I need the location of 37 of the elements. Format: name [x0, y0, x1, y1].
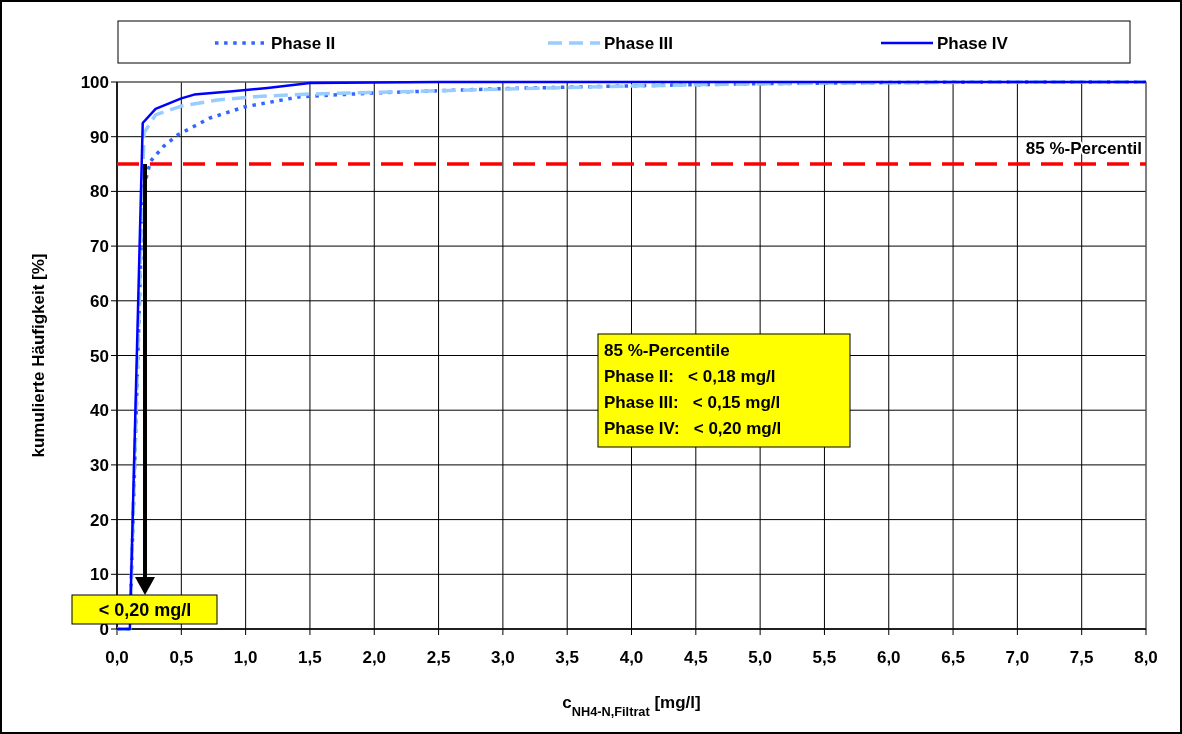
x-tick-label: 7,5 — [1069, 648, 1094, 667]
x-tick-label: 4,0 — [619, 648, 644, 667]
legend-label: Phase IV — [937, 34, 1009, 53]
x-tick-label: 1,5 — [298, 648, 322, 667]
y-tick-label: 80 — [90, 182, 109, 202]
y-tick-label: 90 — [90, 127, 109, 147]
annotation: Phase II: < 0,18 mg/l — [604, 367, 776, 386]
annotation: Phase IV: < 0,20 mg/l — [604, 419, 782, 438]
y-tick-label: 50 — [90, 346, 109, 366]
y-tick-label: 100 — [80, 73, 109, 92]
y-axis-title: kumulierte Häufigkeit [%] — [29, 253, 48, 458]
x-tick-label: 5,0 — [748, 648, 772, 667]
x-tick-label: 5,5 — [812, 648, 837, 667]
x-tick-label: 4,5 — [683, 648, 708, 667]
x-tick-label: 2,0 — [362, 648, 387, 667]
y-tick-label: 20 — [90, 510, 109, 530]
x-tick-label: 8,0 — [1134, 648, 1158, 667]
x-tick-label: 2,5 — [426, 648, 451, 667]
y-tick-label: 10 — [90, 565, 109, 585]
legend-label: Phase II — [271, 34, 336, 53]
x-tick-label: 3,0 — [491, 648, 515, 667]
y-tick-label: 70 — [90, 237, 109, 257]
x-tick-label: 6,0 — [876, 648, 901, 667]
x-tick-label: 7,0 — [1005, 648, 1030, 667]
y-tick-label: 30 — [90, 455, 109, 475]
x-tick-label: 0,0 — [105, 648, 129, 667]
x-tick-label: 3,5 — [555, 648, 580, 667]
y-tick-label: 40 — [90, 401, 109, 421]
annotation: 85 %-Percentile — [604, 341, 730, 360]
x-tick-label: 6,5 — [941, 648, 965, 667]
x-tick-label: 1,0 — [233, 648, 258, 667]
annotation: < 0,20 mg/l — [98, 600, 192, 620]
x-axis-title: c$_{NH4-N,Filtrat}$ [mg/l] — [562, 693, 701, 719]
legend-label: Phase III — [604, 34, 673, 53]
annotation: Phase III: < 0,15 mg/l — [604, 393, 781, 412]
x-tick-label: 0,5 — [169, 648, 194, 667]
y-tick-label: 60 — [90, 291, 109, 311]
